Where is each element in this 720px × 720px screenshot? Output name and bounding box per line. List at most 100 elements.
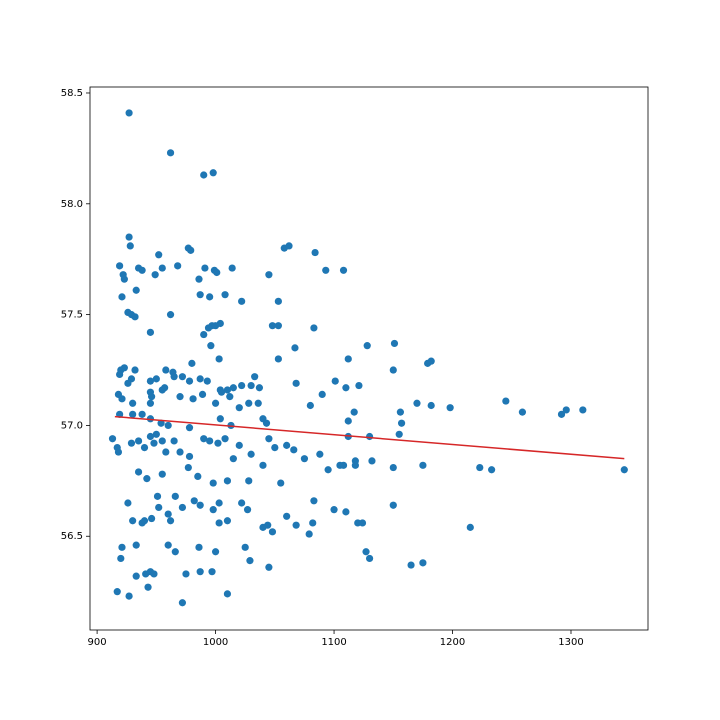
- point: [395, 430, 403, 438]
- point: [215, 499, 223, 507]
- point: [203, 377, 211, 385]
- x-tick-label: 1100: [321, 637, 346, 648]
- point: [140, 517, 149, 525]
- point: [265, 271, 273, 279]
- point: [216, 415, 224, 423]
- point: [211, 399, 220, 407]
- point: [255, 384, 264, 392]
- point: [200, 171, 208, 179]
- point: [247, 381, 255, 390]
- point: [254, 399, 262, 407]
- point: [134, 468, 143, 476]
- point: [274, 297, 282, 305]
- point: [245, 477, 253, 485]
- point: [557, 410, 566, 418]
- point: [322, 266, 330, 274]
- point: [196, 568, 204, 576]
- point: [211, 548, 220, 556]
- point: [226, 393, 234, 401]
- point: [368, 457, 376, 465]
- point: [213, 268, 221, 277]
- point: [196, 291, 204, 299]
- point: [108, 435, 117, 443]
- point: [166, 517, 175, 525]
- point: [283, 512, 291, 520]
- point: [195, 275, 203, 283]
- point: [355, 381, 363, 390]
- point: [407, 561, 415, 569]
- point: [129, 517, 137, 525]
- point: [146, 432, 155, 441]
- point: [300, 455, 309, 463]
- point: [466, 523, 474, 531]
- point: [238, 297, 246, 305]
- point: [125, 233, 133, 241]
- point: [148, 393, 156, 401]
- point: [390, 339, 399, 348]
- point: [245, 399, 253, 407]
- point: [166, 311, 175, 319]
- point: [155, 251, 163, 259]
- point: [138, 266, 146, 274]
- point: [342, 508, 350, 516]
- point: [124, 379, 132, 387]
- point: [344, 355, 352, 363]
- point: [198, 390, 207, 399]
- point: [362, 548, 370, 556]
- point: [150, 439, 158, 447]
- point: [146, 328, 155, 336]
- point: [229, 455, 237, 463]
- point: [221, 435, 229, 443]
- point: [229, 384, 237, 392]
- point: [562, 406, 570, 414]
- point: [188, 359, 196, 367]
- point: [209, 506, 217, 514]
- point: [158, 437, 166, 445]
- point: [132, 541, 140, 549]
- point: [419, 461, 427, 469]
- point: [132, 572, 140, 580]
- point: [235, 441, 243, 449]
- point: [182, 570, 190, 578]
- point: [274, 322, 282, 330]
- point: [365, 554, 374, 563]
- point: [189, 395, 197, 403]
- point: [268, 322, 277, 330]
- point: [132, 286, 140, 294]
- point: [176, 448, 184, 456]
- point: [331, 377, 339, 385]
- point: [171, 548, 179, 556]
- point: [389, 366, 397, 374]
- point: [310, 497, 318, 505]
- point: [113, 588, 121, 596]
- point: [162, 366, 170, 374]
- point: [502, 397, 510, 405]
- point: [196, 501, 204, 509]
- point: [251, 373, 259, 381]
- point: [223, 477, 232, 485]
- point: [151, 271, 159, 279]
- y-tick-label: 57.5: [61, 310, 83, 321]
- point: [396, 408, 404, 416]
- point: [152, 430, 160, 438]
- point: [309, 519, 317, 527]
- point: [208, 568, 216, 576]
- x-tick-label: 900: [88, 637, 107, 648]
- point: [290, 446, 298, 454]
- point: [164, 421, 172, 430]
- point: [316, 450, 324, 458]
- point: [131, 366, 139, 374]
- point: [116, 262, 124, 270]
- point: [178, 599, 187, 607]
- point: [389, 463, 397, 472]
- point: [413, 399, 421, 407]
- point: [157, 419, 165, 427]
- point: [162, 448, 170, 456]
- point: [217, 388, 226, 396]
- point: [150, 570, 158, 578]
- point: [200, 330, 208, 339]
- point: [184, 463, 192, 472]
- point: [125, 109, 133, 117]
- y-tick-label: 56.5: [61, 531, 83, 542]
